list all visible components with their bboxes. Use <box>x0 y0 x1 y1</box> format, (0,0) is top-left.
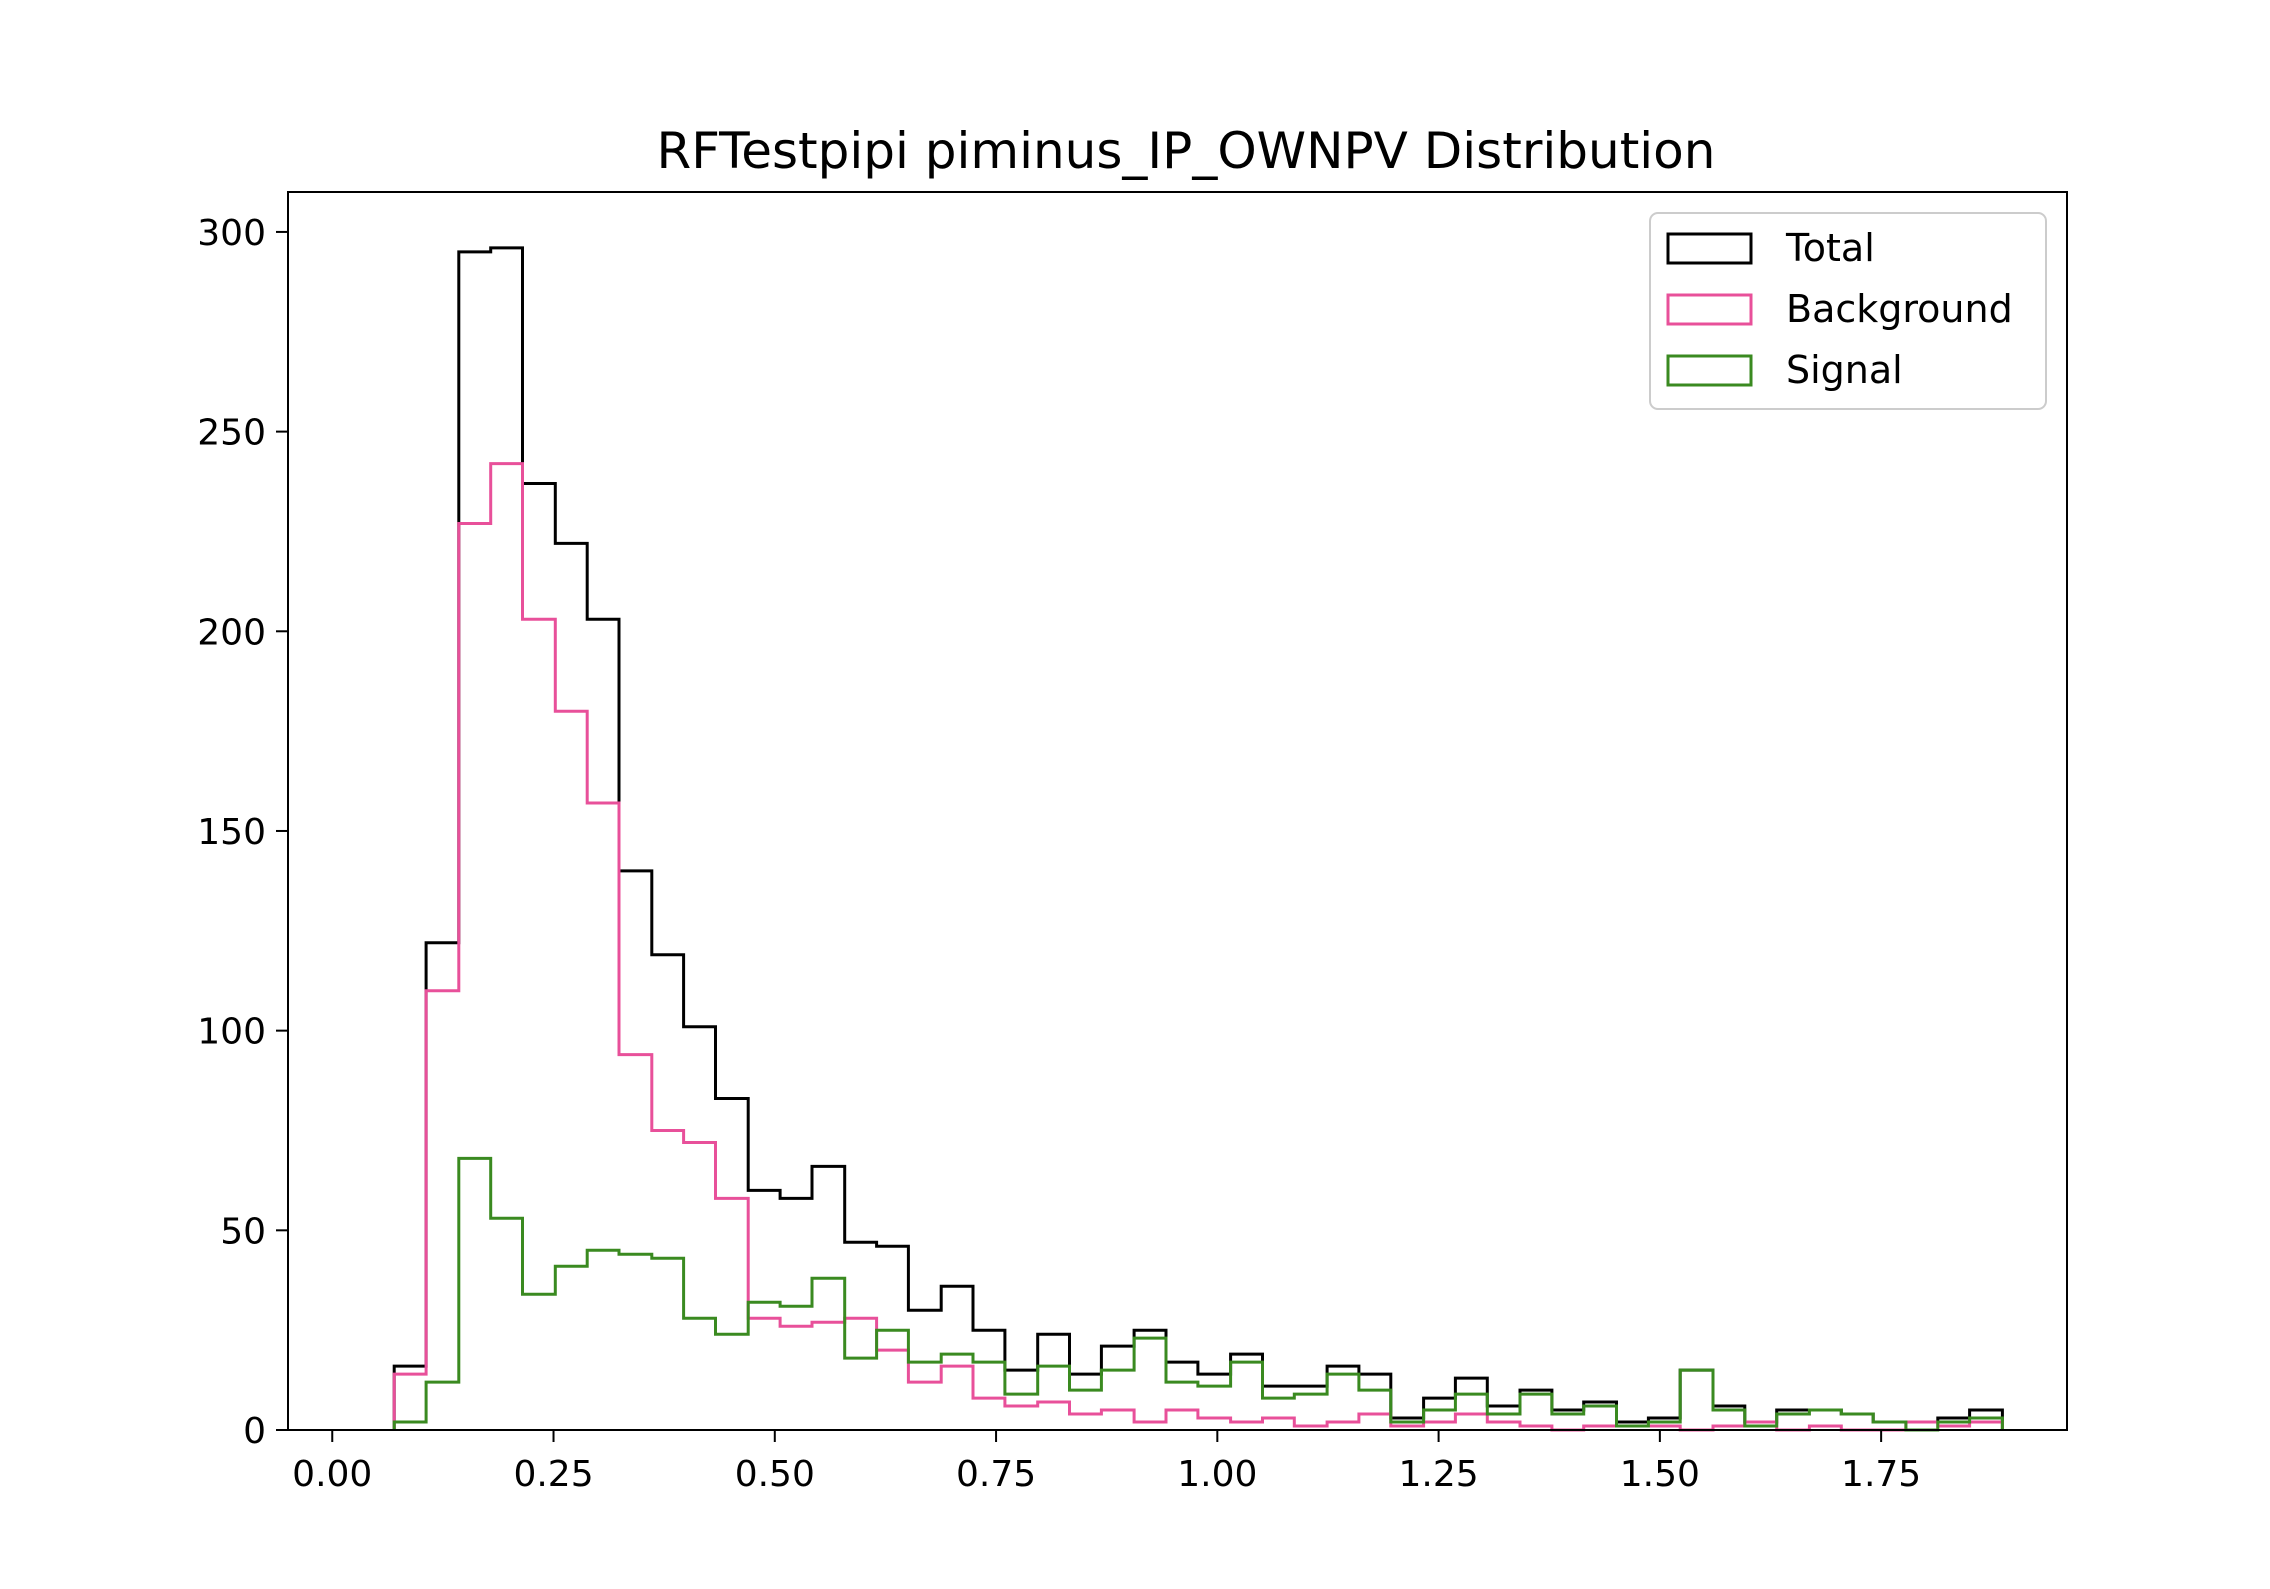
y-tick-label: 200 <box>197 612 266 653</box>
x-axis-ticks: 0.00 0.25 0.50 0.75 1.00 1.25 1.50 1.75 <box>292 1430 1921 1495</box>
y-tick-label: 50 <box>220 1211 266 1252</box>
x-tick-label: 0.50 <box>735 1454 815 1495</box>
legend-swatch-background <box>1666 293 1753 326</box>
y-axis-ticks: 0 50 100 150 200 250 300 <box>197 213 288 1452</box>
legend-label-signal: Signal <box>1786 348 1903 392</box>
plot-area: 0.00 0.25 0.50 0.75 1.00 1.25 1.50 1.75 0 50 100 1… <box>197 191 2068 1495</box>
axes-frame <box>287 191 2068 1431</box>
x-tick-label: 1.75 <box>1841 1454 1921 1495</box>
legend-swatch-signal <box>1666 354 1753 387</box>
x-tick-label: 0.00 <box>292 1454 372 1495</box>
y-tick-label: 300 <box>197 213 266 254</box>
series-signal-step <box>392 1156 2004 1432</box>
legend-label-total: Total <box>1785 226 1875 270</box>
series-background-step <box>392 462 2004 1432</box>
x-tick-label: 0.25 <box>513 1454 593 1495</box>
legend-label-background: Background <box>1786 287 2013 331</box>
legend: Total Background Signal <box>1649 212 2047 410</box>
y-tick-label: 0 <box>243 1411 266 1452</box>
x-tick-label: 0.75 <box>956 1454 1036 1495</box>
x-tick-label: 1.25 <box>1399 1454 1479 1495</box>
y-tick-label: 150 <box>197 812 266 853</box>
chart-title: RFTestpipi piminus_IP_OWNPV Distribution <box>657 122 1716 180</box>
y-tick-label: 100 <box>197 1012 266 1053</box>
x-tick-label: 1.00 <box>1177 1454 1257 1495</box>
y-tick-label: 250 <box>197 413 266 454</box>
series-layer <box>392 246 2004 1432</box>
legend-swatch-total <box>1666 232 1753 265</box>
x-tick-label: 1.50 <box>1620 1454 1700 1495</box>
